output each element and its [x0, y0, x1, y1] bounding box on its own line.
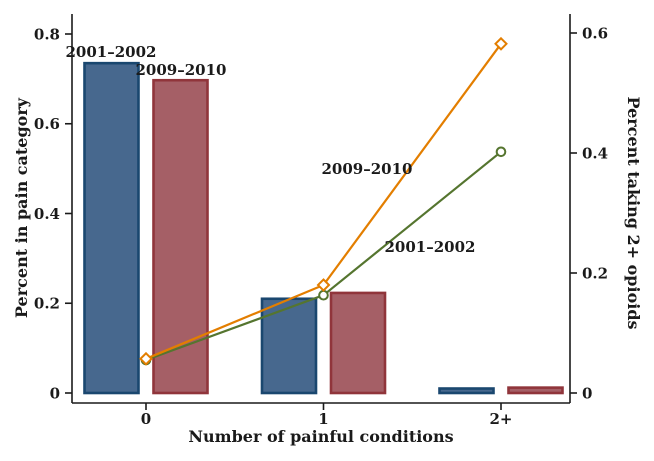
bar-2001-2002-cat2 — [438, 387, 495, 395]
y-right-tick-label-0.2: 0.2 — [582, 264, 608, 282]
bar-2009-2010-cat1 — [329, 291, 387, 395]
y-left-tick-label-0.4: 0.4 — [34, 205, 60, 223]
x-tick-label-0: 0 — [141, 410, 151, 428]
x-axis-title: Number of painful conditions — [188, 427, 454, 446]
bar-2009-2010-cat0 — [152, 78, 209, 395]
y-right-tick-label-0: 0 — [582, 384, 592, 402]
y-left-tick-label-0: 0 — [50, 384, 60, 402]
marker-diamond-2009-2010-cat1 — [316, 278, 331, 292]
bar-2001-2002-cat1 — [260, 297, 318, 395]
marker-circle-2001-2002-cat1 — [318, 289, 329, 301]
series-label-2-2009-2010: 2009–2010 — [322, 160, 413, 178]
marker-diamond-2009-2010-cat0 — [139, 351, 153, 366]
bar-2001-2002-cat0 — [83, 61, 140, 395]
series-label-3-2001-2002: 2001–2002 — [385, 238, 476, 256]
x-tick-label-2+: 2+ — [489, 410, 512, 428]
y-left-tick-label-0.8: 0.8 — [34, 25, 60, 43]
y-left-tick-label-0.2: 0.2 — [34, 295, 60, 313]
y-axis-left-title: Percent in pain category — [12, 97, 31, 319]
marker-circle-2001-2002-cat2 — [495, 146, 507, 158]
bar-2009-2010-cat2 — [507, 386, 564, 395]
marker-diamond-2009-2010-cat2 — [494, 36, 508, 51]
y-axis-right-title: Percent taking 2+ opioids — [624, 96, 643, 330]
series-label-0-2001-2002: 2001–2002 — [66, 43, 157, 61]
y-right-tick-label-0.6: 0.6 — [582, 24, 608, 42]
y-left-tick-label-0.6: 0.6 — [34, 115, 60, 133]
x-tick-label-1: 1 — [318, 410, 328, 428]
series-label-1-2009-2010: 2009–2010 — [136, 61, 227, 79]
y-right-tick-label-0.4: 0.4 — [582, 144, 608, 162]
